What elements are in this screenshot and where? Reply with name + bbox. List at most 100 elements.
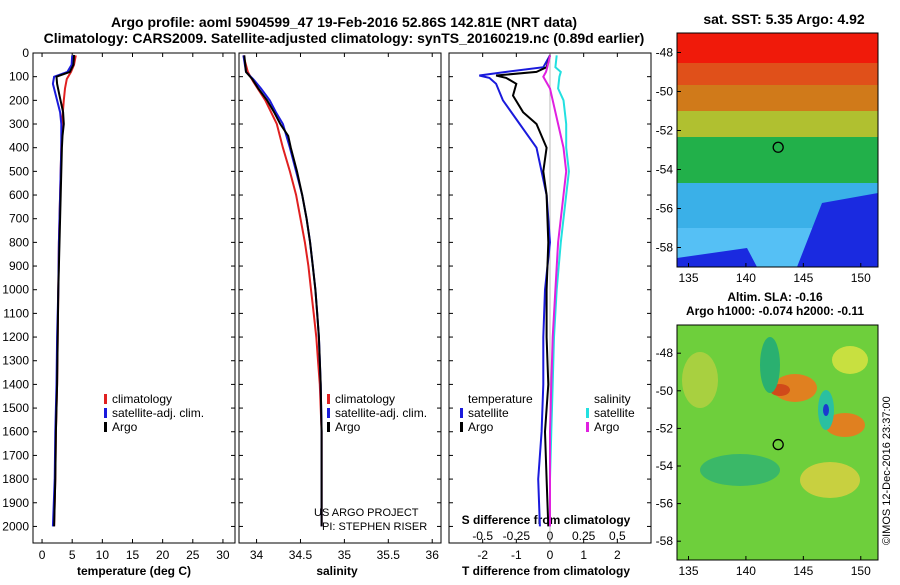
sla-feature bbox=[700, 454, 780, 486]
salinity-legend: climatology satellite-adj. clim. Argo bbox=[327, 392, 427, 434]
map-y-tick-label: -54 bbox=[656, 459, 674, 473]
temperature-legend: climatology satellite-adj. clim. Argo bbox=[104, 392, 204, 434]
sst-cold-region bbox=[797, 193, 878, 267]
legend-label-s-satellite: satellite bbox=[594, 406, 635, 420]
map-y-tick-label: -48 bbox=[656, 46, 674, 60]
map-field bbox=[677, 33, 878, 267]
map-x-tick-label: 140 bbox=[736, 564, 756, 578]
legend-swatch-t-satellite bbox=[460, 408, 463, 418]
legend-label-climatology: climatology bbox=[335, 392, 395, 406]
y-tick-label: 1500 bbox=[2, 401, 29, 415]
map-y-tick-label: -52 bbox=[656, 124, 674, 138]
x-tick-label: 2 bbox=[614, 548, 621, 562]
sla-feature bbox=[800, 462, 860, 498]
map-y-tick-label: -48 bbox=[656, 346, 674, 360]
legend-label-argo: Argo bbox=[112, 420, 138, 434]
x-tick-label: 34 bbox=[250, 548, 264, 562]
y-tick-label: 1200 bbox=[2, 330, 29, 344]
legend-swatch-s-satellite bbox=[586, 408, 589, 418]
x-tick-label: 20 bbox=[156, 548, 170, 562]
y-tick-label: 1700 bbox=[2, 448, 29, 462]
y-tick-label: 0 bbox=[22, 46, 29, 60]
map-y-tick-label: -56 bbox=[656, 202, 674, 216]
y-tick-label: 2000 bbox=[2, 519, 29, 533]
y-tick-label: 1000 bbox=[2, 283, 29, 297]
map-y-tick-label: -58 bbox=[656, 241, 674, 255]
y-tick-label: 600 bbox=[9, 188, 29, 202]
y-tick-label: 1800 bbox=[2, 472, 29, 486]
sla-feature bbox=[832, 346, 868, 374]
map-x-tick-label: 135 bbox=[678, 271, 698, 285]
series-line-argo bbox=[243, 55, 323, 527]
y-tick-label: 500 bbox=[9, 164, 29, 178]
sst-cold-region bbox=[677, 248, 757, 267]
x-tick-label: 5 bbox=[69, 548, 76, 562]
x-tick-label: 36 bbox=[426, 548, 440, 562]
map-x-tick-label: 135 bbox=[678, 564, 698, 578]
y-tick-label: 1400 bbox=[2, 377, 29, 391]
map-y-tick-label: -54 bbox=[656, 163, 674, 177]
sla-feature bbox=[760, 337, 780, 393]
tdiff-axis-label: T difference from climatology bbox=[462, 564, 630, 578]
x-tick-label: 35 bbox=[338, 548, 352, 562]
legend-swatch-satellite bbox=[104, 408, 107, 418]
legend-label-t-satellite: satellite bbox=[468, 406, 509, 420]
profile-panel-0: 0 5 10 15 20 25 300100200300400500600700800900… bbox=[2, 46, 236, 562]
series-line-t-argo bbox=[495, 55, 551, 527]
x-tick-label: 30 bbox=[216, 548, 230, 562]
sla-feature bbox=[823, 404, 829, 416]
map-panel-1: 135 140 145 150 -48 -50 -52 -54 -56 -58 bbox=[656, 324, 879, 578]
y-tick-label: 800 bbox=[9, 235, 29, 249]
x-tick-label: -2 bbox=[477, 548, 488, 562]
sla-feature bbox=[682, 352, 718, 408]
difference-legend: temperature satellite Argo salinity sate… bbox=[460, 392, 635, 434]
y-tick-label: 1900 bbox=[2, 496, 29, 510]
map-frame bbox=[676, 324, 879, 561]
x-tick-label: -1 bbox=[511, 548, 522, 562]
plot-frame bbox=[32, 52, 236, 544]
legend-swatch-argo bbox=[327, 422, 330, 432]
map-panel-0: 135 140 145 150 -48 -50 -52 -54 -56 -58 bbox=[656, 32, 879, 285]
annotation-project: US ARGO PROJECT bbox=[314, 507, 419, 519]
series-line-s-satellite bbox=[549, 55, 570, 527]
series-line-t-satellite bbox=[479, 54, 552, 527]
series-line-s-argo bbox=[542, 55, 568, 527]
map-y-tick-label: -50 bbox=[656, 384, 674, 398]
x-top-tick-label: -0.5 bbox=[472, 529, 493, 543]
profile-panel-2: -2 -1 0 1 2-0.5 -0.25 0 0.25 0.5 bbox=[448, 52, 652, 562]
legend-label-satellite: satellite-adj. clim. bbox=[335, 406, 427, 420]
legend-swatch-s-argo bbox=[586, 422, 589, 432]
y-tick-label: 1300 bbox=[2, 354, 29, 368]
x-top-tick-label: 0.25 bbox=[572, 529, 596, 543]
y-tick-label: 300 bbox=[9, 117, 29, 131]
map-x-tick-label: 145 bbox=[793, 271, 813, 285]
sla-feature bbox=[825, 413, 865, 437]
map-y-tick-label: -52 bbox=[656, 421, 674, 435]
x-tick-label: 1 bbox=[580, 548, 587, 562]
sst-map-title: sat. SST: 5.35 Argo: 4.92 bbox=[703, 11, 865, 27]
legend-swatch-argo bbox=[104, 422, 107, 432]
sdiff-axis-label: S difference from climatology bbox=[462, 513, 631, 527]
sla-map-title: Altim. SLA: -0.16 bbox=[727, 290, 823, 304]
y-tick-label: 400 bbox=[9, 141, 29, 155]
map-x-tick-label: 145 bbox=[793, 564, 813, 578]
argo-location-marker bbox=[772, 141, 784, 153]
x-top-tick-label: -0.25 bbox=[503, 529, 531, 543]
y-tick-label: 1600 bbox=[2, 425, 29, 439]
y-tick-label: 100 bbox=[9, 70, 29, 84]
title-line-1: Argo profile: aoml 5904599_47 19-Feb-201… bbox=[111, 14, 577, 30]
map-y-tick-label: -50 bbox=[656, 85, 674, 99]
map-frame bbox=[676, 32, 879, 268]
sst-band bbox=[677, 111, 878, 137]
temperature-axis-label: temperature (deg C) bbox=[77, 564, 191, 578]
legend-swatch-climatology bbox=[104, 394, 107, 404]
x-tick-label: 0 bbox=[39, 548, 46, 562]
title-line-2: Climatology: CARS2009. Satellite-adjuste… bbox=[44, 30, 645, 46]
plot-frame bbox=[238, 52, 442, 544]
x-tick-label: 34.5 bbox=[289, 548, 313, 562]
x-top-tick-label: 0.5 bbox=[609, 529, 626, 543]
series-line-argo bbox=[53, 54, 75, 527]
y-tick-label: 200 bbox=[9, 93, 29, 107]
x-tick-label: 0 bbox=[547, 548, 554, 562]
